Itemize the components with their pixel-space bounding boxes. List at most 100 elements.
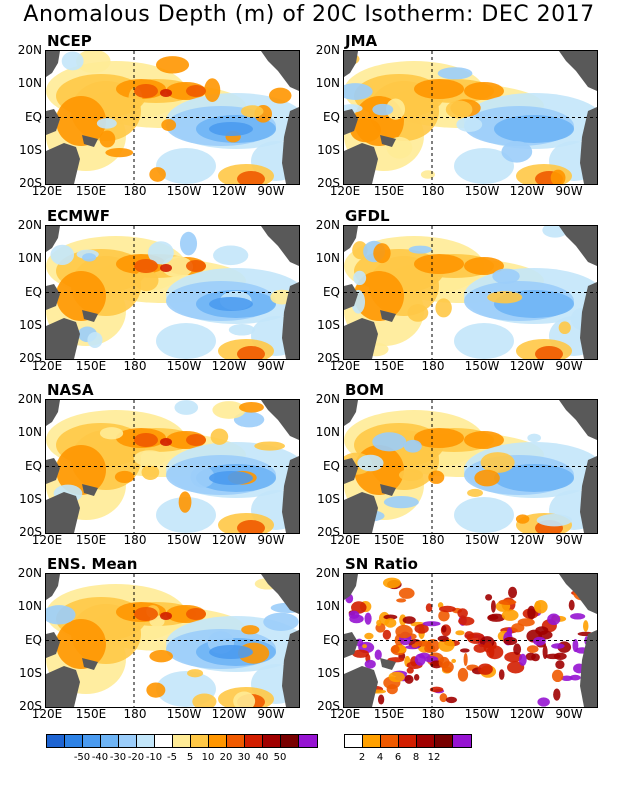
field-blob: [551, 669, 564, 683]
field-blob: [456, 117, 483, 132]
colorbar-swatch: [399, 735, 417, 747]
field-blob: [187, 669, 204, 678]
land-shape: [46, 400, 60, 426]
lat-label: 10S: [317, 665, 340, 680]
field-blob: [555, 660, 565, 669]
field-blob: [458, 616, 475, 626]
field-blob: [82, 253, 97, 262]
field-blob: [254, 441, 286, 451]
lon-label: 90W: [257, 184, 285, 198]
field-blob: [186, 260, 206, 272]
field-blob: [536, 514, 573, 527]
field-blob: [174, 400, 199, 415]
lat-label: EQ: [24, 284, 42, 299]
lat-label: 20S: [19, 351, 42, 365]
field-blob: [535, 346, 563, 359]
field-blob: [414, 624, 429, 634]
field-blob: [445, 100, 473, 119]
field-blob: [501, 141, 533, 163]
colorbar-label: 2: [358, 752, 366, 763]
field-blob: [517, 618, 535, 627]
land-shape: [82, 658, 98, 670]
land-shape: [344, 458, 358, 484]
colorbar-swatch: [155, 735, 173, 747]
map-panel: [45, 399, 300, 534]
field-blob: [435, 298, 452, 318]
land-shape: [580, 107, 597, 184]
field-blob: [160, 438, 172, 446]
colorbar-swatch: [173, 735, 191, 747]
lat-label: 20N: [17, 218, 42, 232]
colorbar-label: 8: [412, 752, 420, 763]
lat-label: 10S: [19, 665, 42, 680]
field-blob: [398, 469, 424, 481]
map-field: [344, 226, 597, 359]
lat-label: 20N: [17, 43, 42, 57]
colorbar-label: 30: [237, 752, 251, 763]
lon-label: 120W: [211, 359, 247, 373]
field-blob: [352, 649, 369, 658]
map-panel: [45, 225, 300, 360]
field-blob: [480, 452, 515, 473]
field-blob: [147, 241, 174, 265]
panel-title: NCEP: [47, 32, 92, 50]
field-blob: [156, 497, 216, 533]
field-blob: [464, 631, 474, 640]
lon-label: 120W: [211, 707, 247, 721]
lon-label: 150W: [464, 707, 500, 721]
panel-title: GFDL: [345, 207, 390, 225]
lon-label: 120W: [211, 533, 247, 547]
land-shape: [46, 226, 60, 252]
field-blob: [160, 89, 172, 97]
lon-label: 150E: [75, 533, 107, 547]
map-panel: [343, 399, 598, 534]
lon-label: 120W: [211, 184, 247, 198]
panel-title: ENS. Mean: [47, 555, 138, 573]
lat-label: EQ: [322, 109, 340, 124]
field-blob: [210, 428, 229, 445]
lon-label: 90W: [257, 359, 285, 373]
panel-title: BOM: [345, 381, 385, 399]
field-blob: [429, 686, 444, 693]
field-blob: [99, 130, 116, 148]
lon-label: 150E: [75, 707, 107, 721]
field-blob: [487, 291, 523, 304]
land-shape: [580, 282, 597, 359]
field-blob: [454, 148, 514, 184]
field-blob: [350, 118, 382, 143]
field-blob: [357, 454, 384, 472]
field-blob: [204, 78, 221, 102]
land-shape: [46, 284, 60, 310]
field-blob: [526, 645, 539, 653]
field-blob: [263, 612, 299, 631]
lon-label: 120W: [509, 533, 545, 547]
land-shape: [380, 135, 396, 147]
field-blob: [237, 346, 265, 359]
field-blob: [348, 610, 360, 619]
field-blob: [464, 257, 504, 275]
field-blob: [134, 607, 158, 621]
land-shape: [282, 107, 299, 184]
field-blob: [582, 620, 589, 632]
field-blob: [413, 673, 420, 681]
lat-label: 20N: [315, 392, 340, 406]
lon-label: 90W: [257, 533, 285, 547]
field-blob: [411, 643, 419, 648]
field-blob: [96, 118, 117, 129]
field-blob: [160, 612, 172, 620]
lon-label: 120E: [31, 184, 63, 198]
colorbar-swatch: [101, 735, 119, 747]
lon-label: 180: [123, 184, 147, 198]
colorbar-swatch: [191, 735, 209, 747]
lat-label: 20S: [19, 699, 42, 713]
field-blob: [134, 269, 159, 292]
land-shape: [344, 632, 358, 658]
lat-label: EQ: [322, 458, 340, 473]
lon-label: 120E: [329, 184, 361, 198]
field-blob: [239, 401, 264, 413]
land-shape: [380, 658, 396, 670]
lon-label: 120W: [509, 359, 545, 373]
field-blob: [386, 98, 406, 120]
field-blob: [228, 324, 255, 336]
colorbar-swatch: [345, 735, 363, 747]
